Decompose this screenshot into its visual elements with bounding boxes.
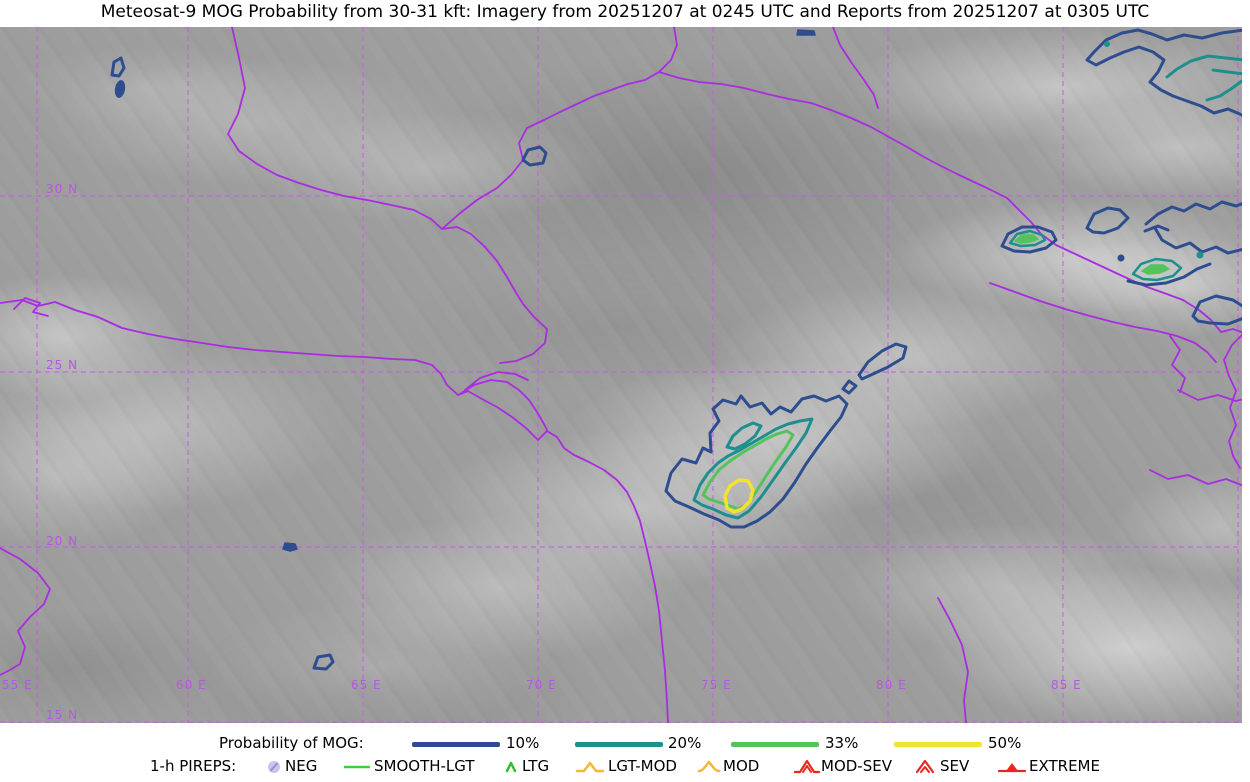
mog-contours-10pct bbox=[110, 28, 1242, 671]
pirep-lgt-mod-label: LGT-MOD bbox=[608, 757, 677, 775]
mod-icon bbox=[697, 760, 721, 773]
smooth-lgt-icon bbox=[344, 765, 370, 769]
lat-label-25n: 25 N bbox=[46, 358, 79, 372]
mog-contours-20pct bbox=[692, 41, 1242, 520]
lat-label-20n: 20 N bbox=[46, 534, 79, 548]
pireps-legend-title: 1-h PIREPS: bbox=[150, 757, 237, 775]
country-borders bbox=[0, 27, 1242, 723]
pirep-smooth-lgt-label: SMOOTH-LGT bbox=[374, 757, 475, 775]
lon-label-55e: 55 E bbox=[2, 678, 33, 692]
extreme-icon bbox=[998, 763, 1026, 773]
pirep-mod-label: MOD bbox=[723, 757, 760, 775]
mog-10pct-line-swatch bbox=[412, 742, 500, 747]
product-title: Meteosat-9 MOG Probability from 30-31 kf… bbox=[100, 2, 1150, 22]
mog-33pct-line-swatch bbox=[731, 742, 819, 747]
mog-33pct-label: 33% bbox=[825, 734, 859, 752]
satellite-map: 30 N 25 N 20 N 15 N 55 E 60 E 65 E 70 E … bbox=[0, 27, 1242, 723]
lon-label-75e: 75 E bbox=[701, 678, 732, 692]
pirep-ltg-label: LTG bbox=[522, 757, 550, 775]
mog-50pct-line-swatch bbox=[894, 742, 982, 747]
graticule-grid bbox=[0, 27, 1242, 723]
ltg-icon bbox=[505, 761, 517, 773]
lon-label-65e: 65 E bbox=[351, 678, 382, 692]
pirep-neg-label: NEG bbox=[285, 757, 318, 775]
lat-label-15n: 15 N bbox=[46, 708, 79, 722]
mog-50pct-label: 50% bbox=[988, 734, 1022, 752]
pirep-extreme-label: EXTREME bbox=[1029, 757, 1100, 775]
neg-icon bbox=[268, 761, 280, 773]
mog-20pct-label: 20% bbox=[668, 734, 702, 752]
mod-sev-icon bbox=[794, 759, 820, 774]
mog-10pct-label: 10% bbox=[506, 734, 540, 752]
lon-label-85e: 85 E bbox=[1051, 678, 1082, 692]
mog-contours-33pct bbox=[701, 234, 1170, 511]
lon-label-60e: 60 E bbox=[176, 678, 207, 692]
legend-panel: Probability of MOG: 10% 20% 33% 50% 1-h … bbox=[0, 723, 1250, 782]
lon-label-70e: 70 E bbox=[526, 678, 557, 692]
sev-icon bbox=[915, 759, 935, 774]
mog-contours-50pct bbox=[723, 478, 755, 514]
lon-label-80e: 80 E bbox=[876, 678, 907, 692]
lgt-mod-icon bbox=[575, 761, 605, 773]
pirep-mod-sev-label: MOD-SEV bbox=[821, 757, 892, 775]
pirep-sev-label: SEV bbox=[940, 757, 970, 775]
mog-legend-title: Probability of MOG: bbox=[219, 734, 364, 752]
mog-20pct-line-swatch bbox=[575, 742, 663, 747]
lat-label-30n: 30 N bbox=[46, 182, 79, 196]
map-overlay-graphics bbox=[0, 27, 1242, 723]
